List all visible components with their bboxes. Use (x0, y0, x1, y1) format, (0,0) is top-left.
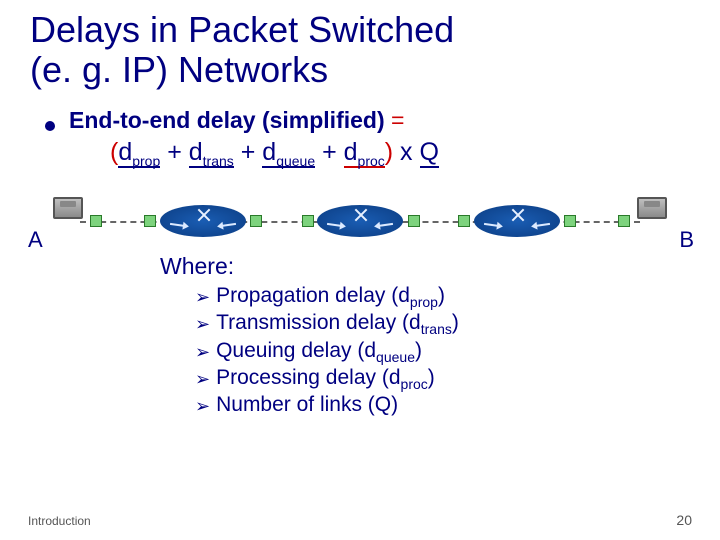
router-arrow-icon (534, 223, 550, 227)
slide-number: 20 (676, 512, 692, 528)
interface-port (90, 215, 102, 227)
term-q: Q (420, 138, 439, 168)
term-dtrans: dtrans (189, 138, 234, 168)
host-a-label: A (28, 227, 43, 253)
times-sign: x (393, 138, 419, 166)
triangle-bullet-icon: ➢ (195, 396, 210, 417)
definition-text: Processing delay (dproc) (216, 366, 435, 392)
router-cross-icon (355, 209, 367, 221)
interface-port (302, 215, 314, 227)
where-label: Where: (0, 251, 720, 280)
triangle-bullet-icon: ➢ (195, 342, 210, 363)
title-line-1: Delays in Packet Switched (30, 10, 690, 50)
router-cross-icon (512, 209, 524, 221)
definition-text: Number of links (Q) (216, 393, 398, 417)
router-arrow-icon (170, 223, 186, 227)
definitions-list: ➢ Propagation delay (dprop) ➢ Transmission … (0, 280, 720, 418)
slide-title: Delays in Packet Switched (e. g. IP) Net… (0, 0, 720, 89)
definition-item: ➢ Propagation delay (dprop) (195, 284, 720, 311)
bullet-label: End-to-end delay (simplified) (69, 107, 385, 133)
interface-port (408, 215, 420, 227)
triangle-bullet-icon: ➢ (195, 287, 210, 308)
interface-port (458, 215, 470, 227)
computer-icon (637, 197, 667, 219)
router-arrow-icon (327, 223, 343, 227)
term-dqueue: dqueue (262, 138, 315, 168)
router-arrow-icon (484, 223, 500, 227)
router-cross-icon (198, 209, 210, 221)
interface-port (144, 215, 156, 227)
router-arrow-icon (377, 223, 393, 227)
bullet-end-to-end: End-to-end delay (simplified) = (0, 89, 720, 134)
host-b (632, 197, 672, 231)
term-dproc: dproc (344, 138, 385, 168)
interface-port (618, 215, 630, 227)
definition-item: ➢ Number of links (Q) (195, 393, 720, 418)
definition-text: Queuing delay (dqueue) (216, 339, 422, 365)
router-2 (317, 205, 403, 237)
definition-item: ➢ Processing delay (dproc) (195, 366, 720, 393)
definition-text: Propagation delay (dprop) (216, 284, 445, 310)
definition-item: ➢ Transmission delay (dtrans) (195, 311, 720, 338)
term-dprop: dprop (118, 138, 160, 168)
bullet-icon (45, 121, 55, 131)
delay-formula: (dprop + dtrans + dqueue + dproc) x Q (0, 134, 720, 169)
router-1 (160, 205, 246, 237)
plus-1: + (160, 138, 189, 166)
router-arrow-icon (220, 223, 236, 227)
router-3 (474, 205, 560, 237)
network-diagram: A B (40, 187, 680, 247)
footer-section-name: Introduction (28, 514, 91, 528)
definition-text: Transmission delay (dtrans) (216, 311, 459, 337)
equals-sign: = (385, 107, 405, 133)
host-a (48, 197, 88, 231)
interface-port (564, 215, 576, 227)
host-b-label: B (679, 227, 694, 253)
plus-3: + (315, 138, 344, 166)
definition-item: ➢ Queuing delay (dqueue) (195, 339, 720, 366)
triangle-bullet-icon: ➢ (195, 369, 210, 390)
triangle-bullet-icon: ➢ (195, 314, 210, 335)
interface-port (250, 215, 262, 227)
plus-2: + (234, 138, 263, 166)
computer-icon (53, 197, 83, 219)
title-line-2: (e. g. IP) Networks (30, 50, 690, 90)
formula-rparen: ) (385, 138, 393, 166)
